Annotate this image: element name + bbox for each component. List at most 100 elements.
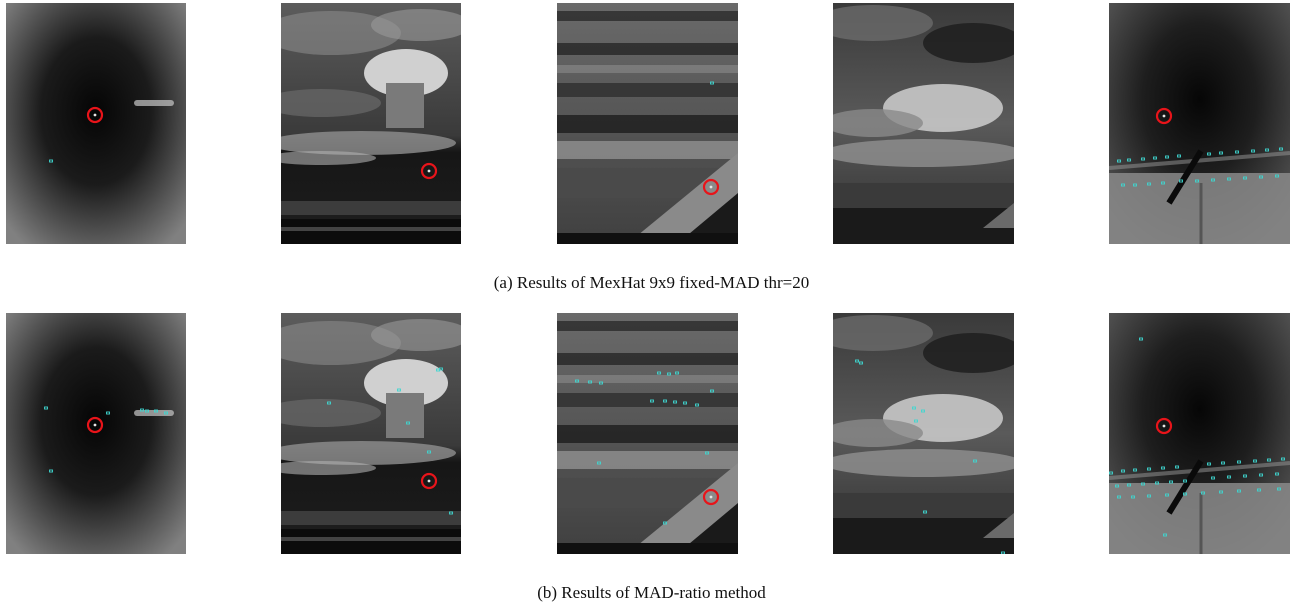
detection-marker	[1237, 489, 1241, 493]
target-circle-marker	[1155, 107, 1173, 125]
detection-marker	[673, 400, 677, 404]
detection-marker	[1169, 480, 1173, 484]
detection-marker	[1161, 181, 1165, 185]
target-circle-marker	[702, 178, 720, 196]
detection-marker	[1121, 469, 1125, 473]
detection-marker	[1251, 149, 1255, 153]
detection-marker	[1275, 174, 1279, 178]
detection-marker	[1243, 176, 1247, 180]
vignette-image	[6, 313, 186, 554]
detection-marker	[49, 469, 53, 473]
clouds-coast-image	[833, 3, 1014, 244]
detection-marker	[1277, 487, 1281, 491]
detection-marker	[1243, 474, 1247, 478]
cumulus-cloud-image	[281, 313, 461, 554]
target-circle-marker	[86, 416, 104, 434]
detection-marker	[1211, 178, 1215, 182]
detection-marker	[1109, 471, 1113, 475]
vignette-structure-image	[1109, 3, 1290, 244]
target-circle-marker	[420, 162, 438, 180]
detection-marker	[710, 389, 714, 393]
detection-marker	[912, 406, 916, 410]
target-point	[93, 113, 97, 117]
detection-marker	[1253, 459, 1257, 463]
detection-marker	[663, 399, 667, 403]
detection-marker	[1133, 183, 1137, 187]
detection-marker	[1115, 484, 1119, 488]
detection-marker	[923, 510, 927, 514]
detection-marker	[397, 388, 401, 392]
detection-marker	[1131, 495, 1135, 499]
detection-marker	[1163, 533, 1167, 537]
detection-marker	[695, 403, 699, 407]
detection-marker	[1139, 337, 1143, 341]
row-a-panel-1-vignette	[6, 3, 186, 244]
row-b-caption: (b) Results of MAD-ratio method	[537, 583, 766, 602]
detection-marker	[49, 159, 53, 163]
row-a-caption: (a) Results of MexHat 9x9 fixed-MAD thr=…	[493, 273, 810, 292]
detection-marker	[705, 451, 709, 455]
detection-marker	[1227, 177, 1231, 181]
detection-marker	[1117, 495, 1121, 499]
row-b-panel-1-vignette	[6, 313, 186, 554]
row-b-panel-5-vignette-structure	[1109, 313, 1290, 554]
detection-marker	[1147, 182, 1151, 186]
detection-marker	[599, 381, 603, 385]
detection-marker	[683, 401, 687, 405]
detection-marker	[1195, 179, 1199, 183]
detection-marker	[1183, 479, 1187, 483]
row-b-panel-2-cumulus	[281, 313, 461, 554]
row-b-panel-4-clouds-coast	[833, 313, 1014, 554]
detection-marker	[1265, 148, 1269, 152]
target-circle-marker	[420, 472, 438, 490]
detection-marker	[1147, 494, 1151, 498]
detection-marker	[1221, 461, 1225, 465]
detection-marker	[1165, 155, 1169, 159]
detection-marker	[164, 411, 168, 415]
detection-marker	[1259, 175, 1263, 179]
detection-marker	[1235, 150, 1239, 154]
detection-marker	[575, 379, 579, 383]
detection-marker	[1183, 492, 1187, 496]
detection-marker	[1141, 157, 1145, 161]
detection-marker	[914, 419, 918, 423]
detection-marker	[1211, 476, 1215, 480]
detection-marker	[1127, 483, 1131, 487]
detection-marker	[106, 411, 110, 415]
target-circle-marker	[86, 106, 104, 124]
detection-marker	[973, 459, 977, 463]
detection-marker	[1165, 493, 1169, 497]
detection-marker	[1227, 475, 1231, 479]
detection-marker	[427, 450, 431, 454]
target-circle-marker	[702, 488, 720, 506]
detection-marker	[154, 409, 158, 413]
row-a-panel-3-cloud-layers	[557, 3, 738, 244]
detection-marker	[650, 399, 654, 403]
detection-marker	[667, 372, 671, 376]
detection-marker	[1001, 551, 1005, 554]
detection-marker	[1117, 159, 1121, 163]
detection-marker	[327, 401, 331, 405]
row-a-panel-2-cumulus	[281, 3, 461, 244]
detection-marker	[406, 421, 410, 425]
row-a-panel-5-vignette-structure	[1109, 3, 1290, 244]
vignette-image	[6, 3, 186, 244]
target-point	[1162, 424, 1166, 428]
detection-marker	[44, 406, 48, 410]
target-point	[427, 169, 431, 173]
detection-marker	[859, 361, 863, 365]
detection-marker	[1175, 465, 1179, 469]
detection-marker	[1259, 473, 1263, 477]
detection-marker	[588, 380, 592, 384]
target-point	[427, 479, 431, 483]
row-a-panel-4-clouds-coast	[833, 3, 1014, 244]
detection-marker	[449, 511, 453, 515]
clouds-coast-image	[833, 313, 1014, 554]
detection-marker	[1141, 482, 1145, 486]
row-b-panel-3-cloud-layers	[557, 313, 738, 554]
detection-marker	[1155, 481, 1159, 485]
detection-marker	[657, 371, 661, 375]
detection-marker	[855, 359, 859, 363]
detection-marker	[1281, 457, 1285, 461]
detection-marker	[1121, 183, 1125, 187]
